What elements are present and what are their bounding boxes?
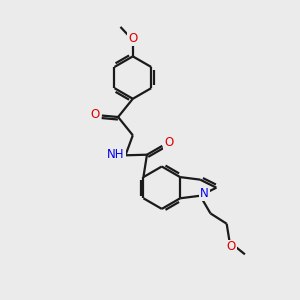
Text: O: O — [128, 32, 137, 45]
Text: O: O — [226, 241, 236, 254]
Text: O: O — [90, 108, 99, 121]
Text: O: O — [164, 136, 173, 149]
Text: NH: NH — [107, 148, 125, 161]
Text: N: N — [200, 187, 209, 200]
